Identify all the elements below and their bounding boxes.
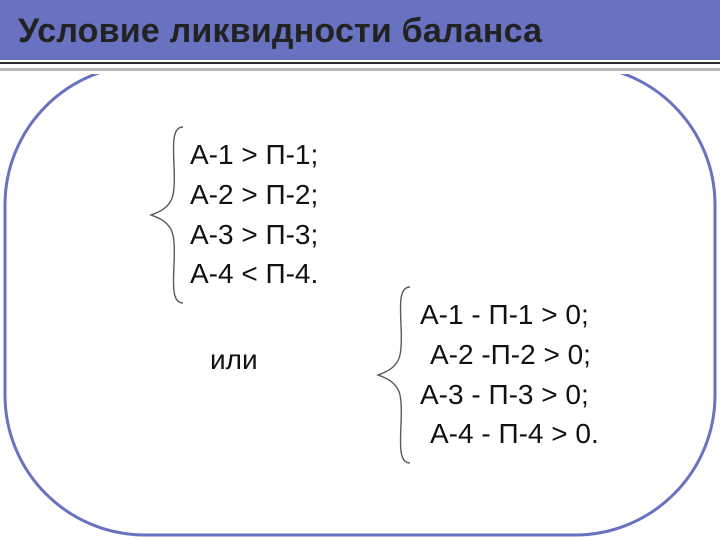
ineq-line: А-3 - П-3 > 0; (420, 375, 599, 415)
title-underline-dark (0, 62, 720, 64)
ineq-line: А-2 > П-2; (190, 175, 318, 215)
inequalities-block-1: А-1 > П-1; А-2 > П-2; А-3 > П-3; А-4 < П… (190, 135, 318, 294)
curly-brace-left-1 (148, 125, 188, 305)
ineq-line: А-4 < П-4. (190, 254, 318, 294)
content-area: А-1 > П-1; А-2 > П-2; А-3 > П-3; А-4 < П… (0, 70, 720, 540)
slide-title: Условие ликвидности баланса (18, 12, 542, 51)
ineq-line: А-4 - П-4 > 0. (420, 414, 599, 454)
or-separator: или (210, 340, 258, 380)
ineq-line: А-3 > П-3; (190, 215, 318, 255)
ineq-line: А-1 - П-1 > 0; (420, 295, 599, 335)
curly-brace-left-2 (375, 285, 415, 465)
inequalities-block-2: А-1 - П-1 > 0; А-2 -П-2 > 0; А-3 - П-3 >… (420, 295, 599, 454)
ineq-line: А-2 -П-2 > 0; (420, 335, 599, 375)
ineq-line: А-1 > П-1; (190, 135, 318, 175)
